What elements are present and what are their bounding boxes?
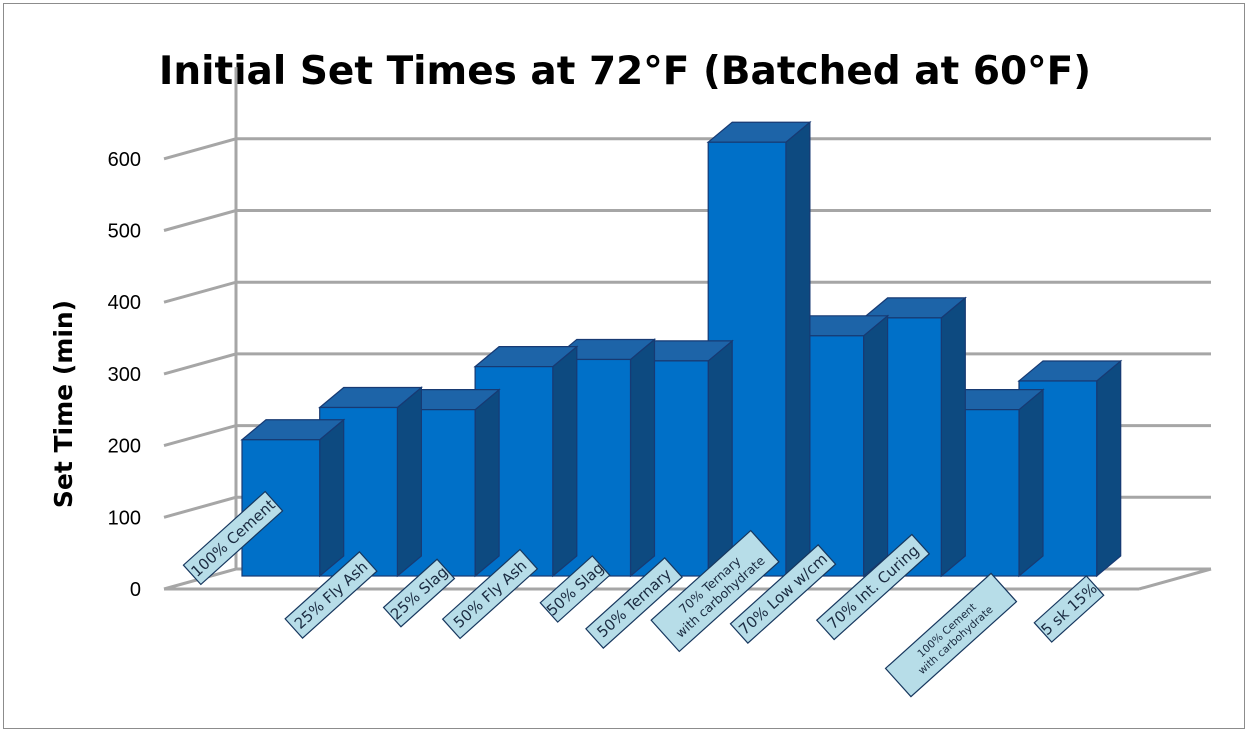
- y-tick-label: 100: [108, 507, 141, 529]
- category-label-box: [284, 551, 378, 639]
- gridline-400: [163, 280, 1211, 304]
- category-label-box: [539, 555, 611, 623]
- bar-side: [319, 418, 345, 578]
- bar-side: [707, 339, 733, 578]
- category-label-box: [650, 529, 780, 653]
- category-label-box: [815, 533, 931, 641]
- bar-side: [862, 314, 889, 578]
- y-tick-label: 400: [108, 292, 141, 314]
- chart-frame: Initial Set Times at 72°F (Batched at 60…: [3, 3, 1245, 729]
- category-label-box: [1033, 575, 1105, 643]
- category-label-box: [585, 557, 683, 649]
- y-tick-label: 0: [130, 579, 141, 601]
- category-label-5-sk-15: 5 sk 15%: [1033, 575, 1105, 643]
- y-tick-labels: 0 100 200 300 400 500 600: [108, 149, 141, 601]
- bar-side: [940, 296, 966, 578]
- y-tick-label: 500: [108, 221, 141, 243]
- gridline-600: [163, 137, 1211, 161]
- bar-side: [396, 386, 422, 578]
- y-tick-label: 600: [108, 149, 141, 171]
- y-axis-label: Set Time (min): [49, 300, 78, 508]
- bar-side: [474, 388, 500, 578]
- category-label-100-cement-with-carbohydrate: 100% Cementwith carbohydrate: [884, 572, 1018, 698]
- bar-side: [629, 338, 656, 578]
- set-times-chart: Initial Set Times at 72°F (Batched at 60…: [49, 49, 1212, 698]
- chart-title: Initial Set Times at 72°F (Batched at 60…: [159, 49, 1091, 94]
- category-label-box: [441, 548, 539, 640]
- category-label-box: [729, 544, 837, 644]
- bar-side: [1096, 359, 1122, 578]
- y-tick-label: 300: [108, 364, 141, 386]
- bar-series: [240, 120, 1123, 578]
- category-label-box: [382, 558, 456, 628]
- category-label-box: [884, 572, 1018, 698]
- bar-side: [785, 120, 811, 578]
- bar-side: [1018, 388, 1044, 578]
- gridline-500: [163, 209, 1211, 232]
- bar-side: [552, 345, 578, 578]
- floor-right-edge: [1138, 567, 1212, 591]
- y-tick-label: 200: [108, 436, 141, 458]
- category-label-box: [182, 490, 284, 586]
